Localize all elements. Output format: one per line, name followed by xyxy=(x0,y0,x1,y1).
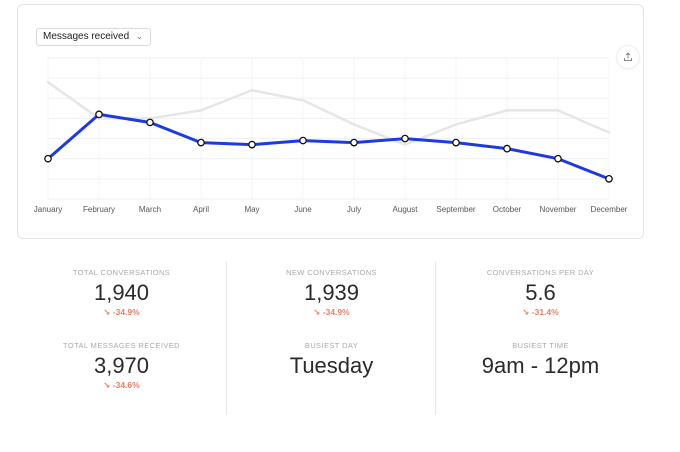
stats-column-2: NEW CONVERSATIONS 1,939 ↘ -34.9% BUSIEST… xyxy=(226,262,436,415)
chart-lines xyxy=(46,80,611,181)
stat-change: ↘ -31.4% xyxy=(522,307,559,317)
upload-icon xyxy=(624,52,632,61)
data-point xyxy=(44,154,52,163)
stat-busiest-time: BUSIEST TIME 9am - 12pm xyxy=(436,341,645,379)
export-button[interactable] xyxy=(617,46,639,68)
line-chart: January February March April May June July Augu… xyxy=(34,57,628,214)
stats-column-3: CONVERSATIONS PER DAY 5.6 ↘ -31.4% BUSIE… xyxy=(435,262,645,415)
data-point xyxy=(605,175,613,183)
x-tick-label: October xyxy=(493,205,522,214)
chart-points xyxy=(44,110,613,183)
metric-dropdown[interactable]: Messages received ⌄ xyxy=(36,28,151,46)
stat-total-messages-received: TOTAL MESSAGES RECEIVED 3,970 ↘ -34.6% xyxy=(17,341,226,391)
stats-column-1: TOTAL CONVERSATIONS 1,940 ↘ -34.9% TOTAL… xyxy=(17,262,226,415)
x-tick-label: February xyxy=(83,205,115,214)
data-point xyxy=(401,134,409,143)
data-point xyxy=(146,118,154,127)
stat-value: 3,970 xyxy=(93,353,150,378)
x-tick-label: August xyxy=(393,205,419,214)
chart-card: Messages received ⌄ xyxy=(17,4,644,239)
stat-conversations-per-day: CONVERSATIONS PER DAY 5.6 ↘ -31.4% xyxy=(436,268,645,318)
data-point xyxy=(554,154,562,163)
stat-busiest-day: BUSIEST DAY Tuesday xyxy=(227,341,436,379)
data-point xyxy=(299,136,307,145)
x-tick-label: January xyxy=(34,205,62,214)
metric-dropdown-label: Messages received xyxy=(43,31,130,42)
data-point xyxy=(248,140,256,149)
stat-label: BUSIEST TIME xyxy=(512,341,569,350)
stat-new-conversations: NEW CONVERSATIONS 1,939 ↘ -34.9% xyxy=(227,268,436,318)
stat-label: BUSIEST DAY xyxy=(304,341,359,350)
x-tick-label: June xyxy=(294,205,312,214)
x-tick-label: March xyxy=(139,205,161,214)
data-point xyxy=(503,144,511,153)
series-line-primary xyxy=(46,112,611,181)
data-point xyxy=(452,138,460,147)
stat-value: 5.6 xyxy=(525,280,556,305)
stat-value: 1,940 xyxy=(93,280,150,305)
stat-change: ↘ -34.9% xyxy=(103,307,140,317)
x-tick-label: December xyxy=(591,205,628,214)
stat-total-conversations: TOTAL CONVERSATIONS 1,940 ↘ -34.9% xyxy=(17,268,226,318)
stat-value: 9am - 12pm xyxy=(481,353,600,378)
stat-value: Tuesday xyxy=(289,353,374,378)
stat-label: CONVERSATIONS PER DAY xyxy=(486,268,595,277)
stats-panel: TOTAL CONVERSATIONS 1,940 ↘ -34.9% TOTAL… xyxy=(17,262,644,417)
data-point xyxy=(95,110,103,119)
stat-change: ↘ -34.6% xyxy=(103,380,140,390)
stat-label: TOTAL CONVERSATIONS xyxy=(72,268,171,277)
chart-x-labels: January February March April May June July Augu… xyxy=(34,205,628,214)
x-tick-label: September xyxy=(436,205,475,214)
stat-value: 1,939 xyxy=(303,280,360,305)
data-point xyxy=(197,138,205,147)
series-line-secondary xyxy=(46,80,611,146)
stat-label: NEW CONVERSATIONS xyxy=(286,268,377,277)
data-point xyxy=(350,138,358,147)
stat-label: TOTAL MESSAGES RECEIVED xyxy=(62,341,180,350)
x-tick-label: July xyxy=(347,205,361,214)
chevron-down-icon: ⌄ xyxy=(136,32,143,41)
x-tick-label: November xyxy=(540,205,577,214)
chart-grid xyxy=(47,57,610,200)
x-tick-label: May xyxy=(244,205,259,214)
stat-change: ↘ -34.9% xyxy=(313,307,350,317)
x-tick-label: April xyxy=(193,205,209,214)
